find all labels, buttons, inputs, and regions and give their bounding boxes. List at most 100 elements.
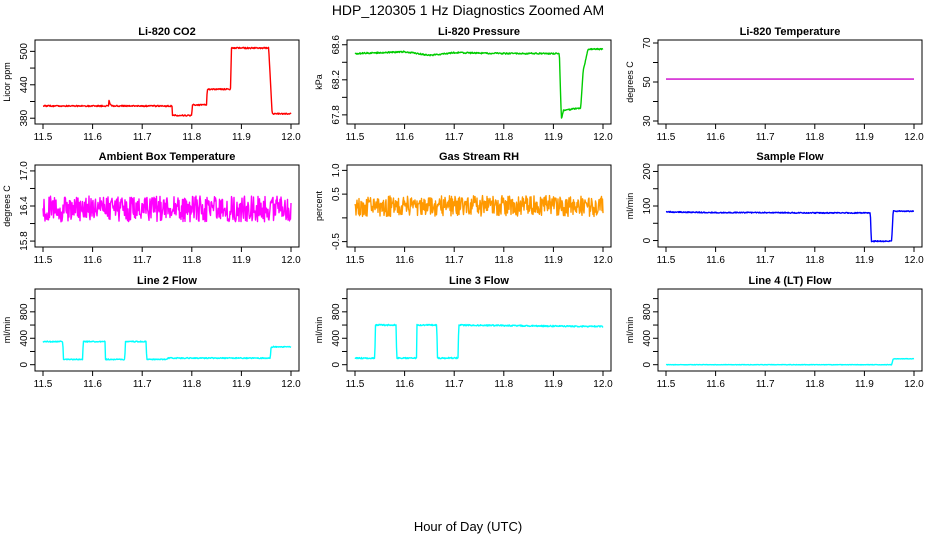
panel-2-frame: [346, 39, 612, 125]
panel-1-series-line: [42, 46, 292, 117]
panel-9-x-tick-label: 11.9: [855, 379, 874, 390]
panel-7-y-tick-label: 0: [19, 361, 30, 367]
panel-5-x-tick-label: 12.0: [593, 255, 613, 266]
panel-8-x-tick-label: 11.8: [494, 379, 513, 390]
panel-7-y-tick-label: 800: [19, 303, 30, 320]
chart-panel: Li-820 Temperature 11.5 11.6 11.7 11.8 11.9 12…: [625, 26, 924, 143]
panel-2-x-tick-label: 11.6: [395, 132, 414, 143]
chart-grid: Li-820 CO2 11.5 11.6 11.7 11.8 11.9 12.0 380 440…: [2, 26, 924, 390]
panel-5-frame: [346, 164, 612, 248]
panel-2-y-tick-label: 67.8: [331, 105, 342, 125]
panel-2-x-tick-label: 11.9: [544, 132, 563, 143]
panel-7-x-tick-label: 12.0: [281, 379, 301, 390]
panel-4-series-line: [42, 195, 292, 223]
chart-panel: Line 4 (LT) Flow 11.5 11.6 11.7 11.8 11.9 12.0…: [625, 275, 924, 390]
panel-4-x-tick-label: 11.7: [133, 255, 152, 266]
panel-2-x-tick-label: 11.5: [346, 132, 365, 143]
panel-5-x-tick-label: 11.8: [494, 255, 513, 266]
panel-7-y-axis-label: ml/min: [2, 317, 12, 344]
panel-8-y-tick-label: 0: [331, 361, 342, 367]
panel-4-y-tick-label: 15.8: [19, 231, 30, 251]
panel-2-series-line: [354, 47, 604, 119]
panel-1-y-tick-label: 380: [19, 109, 30, 126]
panel-3-y-tick-label: 50: [642, 76, 653, 88]
panel-8-title: Line 3 Flow: [449, 275, 509, 287]
panel-1-y-tick-label: 500: [19, 43, 30, 60]
panel-1-x-tick-label: 11.9: [232, 132, 251, 143]
panel-6-frame: [657, 164, 923, 248]
panel-7-x-tick-label: 11.9: [232, 379, 251, 390]
panel-4-y-axis-label: degrees C: [2, 185, 12, 227]
panel-2-x-tick-label: 12.0: [593, 132, 613, 143]
panel-4-y-tick-label: 16.4: [19, 196, 30, 216]
panel-6-y-axis-label: ml/min: [625, 193, 635, 220]
panel-3-frame: [657, 39, 923, 125]
chart-panel: Line 3 Flow 11.5 11.6 11.7 11.8 11.9 12.0 0 400 8…: [314, 275, 613, 390]
panel-7-x-tick-label: 11.6: [83, 379, 102, 390]
panel-1-y-axis-label: Licor ppm: [2, 62, 12, 102]
panel-8-x-tick-label: 11.6: [395, 379, 414, 390]
panel-3-x-tick-label: 11.8: [805, 132, 824, 143]
chart-panel: Li-820 CO2 11.5 11.6 11.7 11.8 11.9 12.0 380 440…: [2, 26, 301, 143]
panel-3-y-tick-label: 70: [642, 37, 653, 49]
panel-8-y-tick-label: 800: [331, 303, 342, 320]
panel-5-series-line: [354, 194, 604, 218]
panel-1-x-tick-label: 11.7: [133, 132, 152, 143]
panel-1-frame: [34, 39, 300, 125]
panel-6-x-tick-label: 11.9: [855, 255, 874, 266]
figure-x-axis-label: Hour of Day (UTC): [414, 519, 522, 534]
panel-6-title: Sample Flow: [756, 151, 824, 163]
panel-3-x-tick-label: 12.0: [904, 132, 924, 143]
panel-4-title: Ambient Box Temperature: [99, 151, 236, 163]
panel-2-x-tick-label: 11.8: [494, 132, 513, 143]
panel-2-y-tick-label: 68.2: [331, 70, 342, 90]
panel-9-y-tick-label: 0: [642, 361, 653, 367]
panel-8-x-tick-label: 12.0: [593, 379, 613, 390]
panel-4-x-tick-label: 11.5: [34, 255, 53, 266]
panel-3-y-axis-label: degrees C: [625, 61, 635, 103]
panel-5-x-tick-label: 11.9: [544, 255, 563, 266]
panel-9-x-tick-label: 11.7: [756, 379, 775, 390]
chart-panel: Sample Flow 11.5 11.6 11.7 11.8 11.9 12.0 0 100 2…: [625, 151, 924, 266]
panel-7-frame: [34, 288, 300, 372]
panel-9-x-tick-label: 12.0: [904, 379, 924, 390]
panel-9-x-tick-label: 11.6: [706, 379, 725, 390]
panel-9-frame: [657, 288, 923, 372]
panel-1-x-tick-label: 12.0: [281, 132, 301, 143]
panel-3-x-tick-label: 11.7: [756, 132, 775, 143]
panel-6-x-tick-label: 12.0: [904, 255, 924, 266]
panel-8-x-tick-label: 11.9: [544, 379, 563, 390]
panel-7-x-tick-label: 11.8: [182, 379, 201, 390]
panel-3-x-tick-label: 11.6: [706, 132, 725, 143]
panel-9-x-tick-label: 11.8: [805, 379, 824, 390]
panel-9-y-axis-label: ml/min: [625, 317, 635, 344]
panel-6-x-tick-label: 11.8: [805, 255, 824, 266]
panel-9-x-tick-label: 11.5: [657, 379, 676, 390]
panel-7-x-tick-label: 11.7: [133, 379, 152, 390]
panel-4-y-tick-label: 17.0: [19, 161, 30, 181]
panel-2-title: Li-820 Pressure: [438, 26, 520, 38]
panel-3-x-tick-label: 11.9: [855, 132, 874, 143]
panel-6-y-tick-label: 200: [642, 163, 653, 180]
panel-5-y-tick-label: 1.0: [331, 163, 342, 177]
panel-2-x-tick-label: 11.7: [445, 132, 464, 143]
panel-5-y-tick-label: -0.5: [331, 233, 342, 251]
panel-4-x-tick-label: 12.0: [281, 255, 301, 266]
chart-panel: Gas Stream RH 11.5 11.6 11.7 11.8 11.9 12.0 -0.…: [314, 151, 613, 266]
panel-2-y-tick-label: 68.6: [331, 35, 342, 55]
panel-8-y-axis-label: ml/min: [314, 317, 324, 344]
panel-9-title: Line 4 (LT) Flow: [749, 275, 832, 287]
panel-5-y-axis-label: percent: [314, 190, 324, 221]
panel-8-y-tick-label: 400: [331, 329, 342, 346]
panel-6-y-tick-label: 0: [642, 237, 653, 243]
panel-2-y-axis-label: kPa: [314, 74, 324, 90]
chart-panel: Li-820 Pressure 11.5 11.6 11.7 11.8 11.9 12.0 6…: [314, 26, 613, 143]
panel-4-x-tick-label: 11.8: [182, 255, 201, 266]
panel-5-x-tick-label: 11.5: [346, 255, 365, 266]
panel-1-x-tick-label: 11.6: [83, 132, 102, 143]
panel-7-y-tick-label: 400: [19, 329, 30, 346]
panel-5-y-tick-label: 0.5: [331, 187, 342, 201]
panel-1-y-tick-label: 440: [19, 76, 30, 93]
panel-7-title: Line 2 Flow: [137, 275, 197, 287]
panel-5-title: Gas Stream RH: [439, 151, 519, 163]
